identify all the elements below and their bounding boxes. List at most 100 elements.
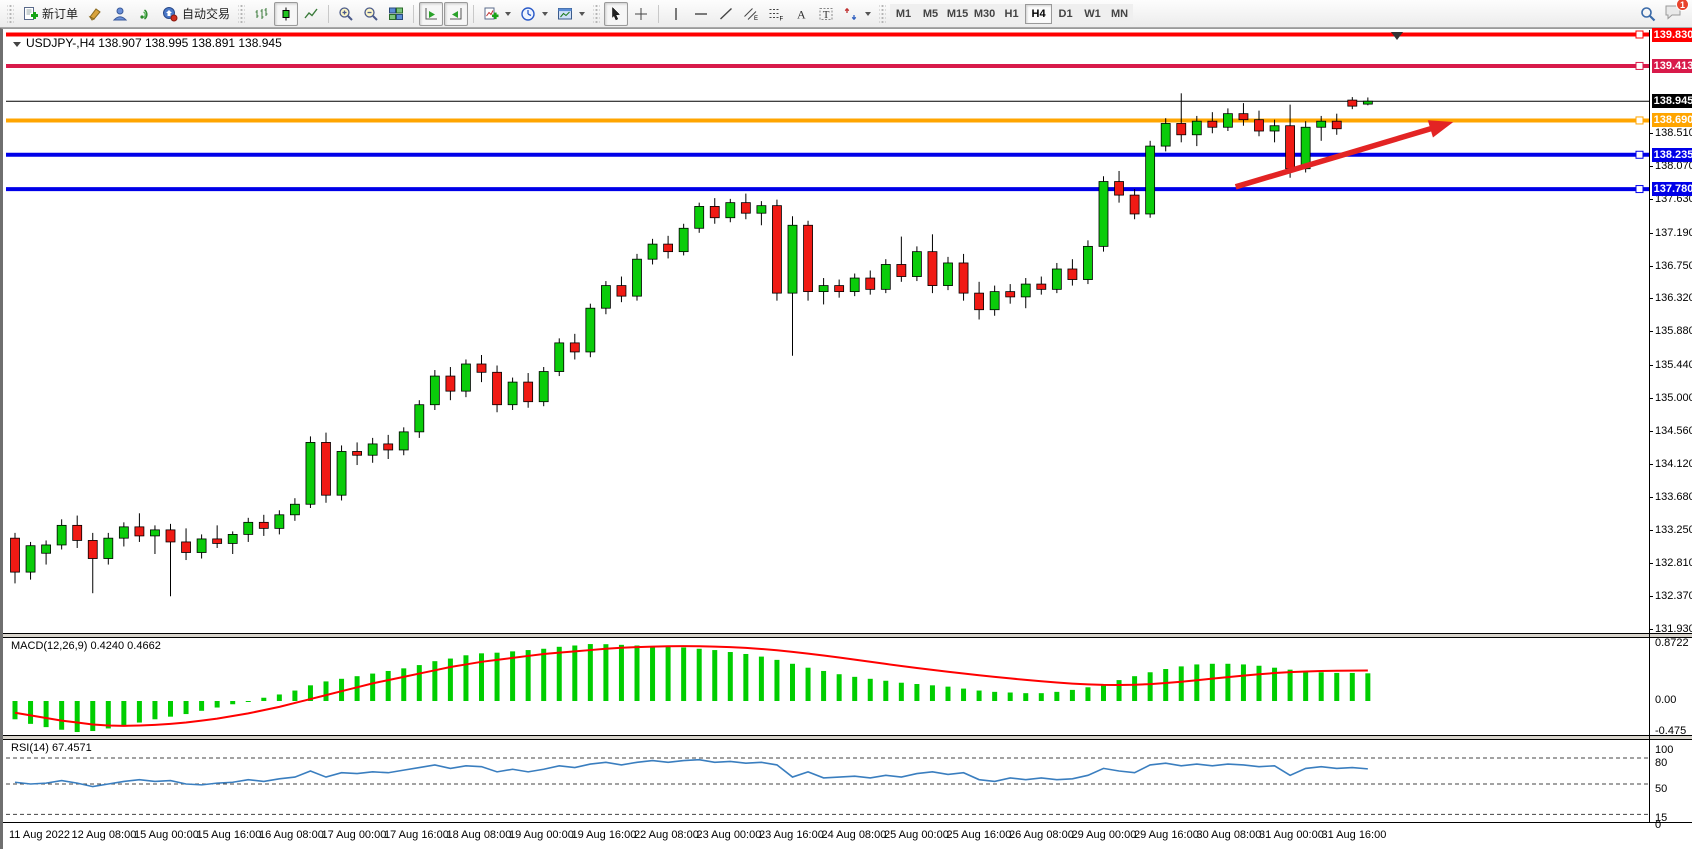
- svg-text:F: F: [780, 16, 784, 22]
- timeframe-group: M1 M5 M15 M30 H1 H4 D1 W1 MN: [890, 3, 1134, 24]
- time-axis-label: 25 Aug 16:00: [946, 829, 1012, 841]
- macd-histogram: [12, 644, 1371, 733]
- crosshair-button[interactable]: [629, 2, 653, 26]
- new-order-icon: [24, 6, 38, 20]
- rsi-scale-label: 100: [1655, 744, 1674, 756]
- new-order-button[interactable]: 新订单: [18, 2, 82, 26]
- macd-scale-label: 0.8722: [1655, 637, 1689, 650]
- timeframe-button-mn[interactable]: MN: [1106, 3, 1134, 24]
- text-label-button[interactable]: T: [814, 2, 838, 26]
- tile-windows-button[interactable]: [384, 2, 408, 26]
- pane-separator[interactable]: [3, 735, 1692, 740]
- timeframe-button-m1[interactable]: M1: [890, 3, 918, 24]
- channel-icon: E: [744, 7, 758, 22]
- chart-shift-button[interactable]: [444, 1, 469, 26]
- dropdown-caret-icon: [865, 11, 872, 16]
- time-axis-label: 17 Aug 16:00: [384, 829, 449, 841]
- toolbar-separator: [413, 4, 415, 23]
- price-level-badge: 139.830: [1652, 27, 1692, 42]
- vertical-line-button[interactable]: [664, 2, 688, 26]
- horizontal-line-icon: [695, 12, 708, 15]
- time-axis-label: 12 Aug 08:00: [71, 829, 137, 841]
- notification-badge: 1: [1676, 0, 1689, 11]
- price-tick-label: 133.250: [1649, 524, 1692, 536]
- timeframe-button-m15[interactable]: M15: [944, 3, 972, 24]
- rsi-scale-label: 15: [1655, 812, 1668, 824]
- time-axis-label: 11 Aug 2022: [9, 829, 70, 841]
- time-axis-line: [3, 822, 1692, 823]
- time-axis-label: 31 Aug 16:00: [1321, 829, 1387, 841]
- price-tick-label: 138.070: [1649, 160, 1692, 172]
- periods-button[interactable]: [516, 2, 552, 26]
- horizontal-line-button[interactable]: [689, 2, 713, 26]
- price-tick-label: 135.880: [1649, 325, 1692, 337]
- level-anchor: [1635, 150, 1644, 159]
- notifications-button[interactable]: 1: [1664, 0, 1689, 23]
- candles-group: [10, 93, 1373, 597]
- current-price-badge: 138.945: [1652, 94, 1692, 109]
- profile-button[interactable]: [108, 2, 132, 26]
- fibonacci-button[interactable]: F: [764, 2, 788, 26]
- templates-button[interactable]: [553, 2, 589, 26]
- cursor-button[interactable]: [604, 1, 629, 26]
- time-axis-label: 22 Aug 08:00: [634, 829, 699, 841]
- styler-button[interactable]: [83, 2, 107, 26]
- signal-button[interactable]: [133, 2, 157, 26]
- price-tick-label: 135.440: [1649, 359, 1692, 371]
- time-axis-label: 19 Aug 16:00: [571, 829, 637, 841]
- timeframe-button-m30[interactable]: M30: [971, 3, 999, 24]
- level-anchor: [1635, 116, 1644, 125]
- trend-arrow-head: [1427, 120, 1454, 138]
- timeframe-button-h1[interactable]: H1: [998, 3, 1026, 24]
- chart-title-caret-icon: [13, 42, 21, 47]
- time-axis-label: 25 Aug 00:00: [884, 829, 949, 841]
- timeframe-button-m5[interactable]: M5: [917, 3, 945, 24]
- crosshair-icon: [635, 7, 648, 20]
- price-tick-label: 136.320: [1649, 292, 1692, 304]
- time-axis-label: 30 Aug 08:00: [1196, 829, 1262, 841]
- price-tick-label: 134.560: [1649, 425, 1692, 437]
- time-axis-label: 26 Aug 08:00: [1009, 829, 1074, 841]
- time-axis-label: 24 Aug 08:00: [821, 829, 887, 841]
- candlestick-icon: [282, 7, 290, 20]
- time-axis-label: 23 Aug 00:00: [696, 829, 762, 841]
- auto-scroll-button[interactable]: [419, 1, 444, 26]
- main-chart-canvas[interactable]: [6, 30, 1649, 633]
- bar-chart-button[interactable]: [249, 2, 273, 26]
- fibonacci-icon: F: [769, 8, 784, 22]
- price-level-badge: 138.235: [1652, 147, 1692, 162]
- level-anchor: [1635, 30, 1644, 39]
- timeframe-button-w1[interactable]: W1: [1079, 3, 1107, 24]
- zoom-in-button[interactable]: [334, 2, 358, 26]
- macd-pane-canvas[interactable]: [6, 638, 1649, 735]
- time-axis-label: 16 Aug 08:00: [259, 829, 324, 841]
- chart-shift-icon: [450, 7, 462, 19]
- rsi-scale-label: 80: [1655, 757, 1668, 769]
- text-button[interactable]: A: [789, 2, 813, 26]
- arrows-button[interactable]: [839, 2, 875, 26]
- price-tick-label: 135.000: [1649, 392, 1692, 404]
- trendline-button[interactable]: [714, 2, 738, 26]
- time-axis-label: 23 Aug 16:00: [759, 829, 824, 841]
- auto-trading-button[interactable]: 自动交易: [158, 2, 234, 26]
- price-tick-label: 133.680: [1649, 491, 1692, 503]
- rsi-pane-canvas[interactable]: [6, 740, 1649, 822]
- toolbar-grip: [593, 4, 601, 23]
- level-anchor: [1635, 185, 1644, 194]
- zoom-out-button[interactable]: [359, 2, 383, 26]
- price-tick-label: 131.930: [1649, 623, 1692, 635]
- timeframe-button-d1[interactable]: D1: [1052, 3, 1080, 24]
- template-icon: [558, 7, 573, 19]
- indicators-button[interactable]: [479, 2, 515, 26]
- price-level-badge: 139.413: [1652, 58, 1692, 73]
- signal-icon: [140, 8, 148, 20]
- vertical-line-icon: [675, 7, 677, 20]
- timeframe-button-h4[interactable]: H4: [1025, 3, 1053, 24]
- dropdown-caret-icon: [542, 11, 549, 16]
- search-icon[interactable]: [1640, 6, 1656, 22]
- candlestick-button[interactable]: [274, 1, 299, 26]
- text-label-icon: T: [819, 7, 833, 21]
- equidistant-channel-button[interactable]: E: [739, 2, 763, 26]
- line-chart-button[interactable]: [299, 2, 323, 26]
- pane-separator[interactable]: [3, 633, 1692, 638]
